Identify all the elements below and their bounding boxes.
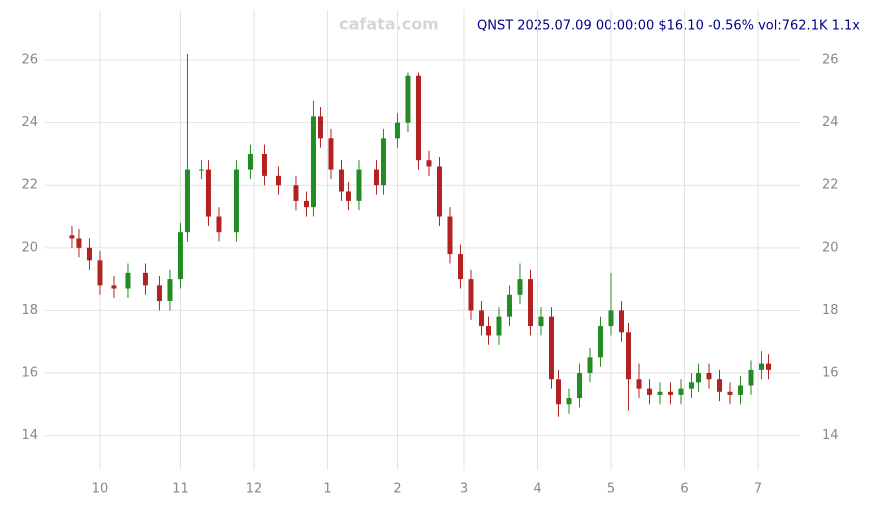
candle-body xyxy=(205,169,211,217)
y-tick-label-right: 24 xyxy=(822,115,839,130)
candle-body xyxy=(156,285,162,302)
candle-body xyxy=(216,216,222,233)
candle-body xyxy=(496,316,502,336)
x-tick-label: 12 xyxy=(246,482,263,497)
candle-body xyxy=(678,388,684,395)
candle-body xyxy=(688,382,694,389)
candle-body xyxy=(636,379,642,389)
y-tick-label-right: 20 xyxy=(822,240,839,255)
x-tick-label: 10 xyxy=(92,482,109,497)
candle-body xyxy=(86,247,92,261)
y-tick-label: 18 xyxy=(21,303,38,318)
candle-body xyxy=(184,169,190,233)
candle-body xyxy=(716,379,722,392)
candle-body xyxy=(555,379,561,405)
candle-body xyxy=(293,185,299,201)
candle-body xyxy=(338,169,344,192)
candle-body xyxy=(233,169,239,233)
candle-body xyxy=(737,385,743,395)
candle-body xyxy=(380,138,386,186)
candle-body xyxy=(310,116,316,208)
y-tick-label: 14 xyxy=(21,428,38,443)
candle-body xyxy=(69,235,75,239)
candle-body xyxy=(303,200,309,208)
x-tick-label: 5 xyxy=(607,482,615,497)
candle-body xyxy=(506,294,512,317)
candle-body xyxy=(167,279,173,302)
candle-body xyxy=(198,169,204,171)
candle-body xyxy=(597,326,603,358)
candle-body xyxy=(608,310,614,327)
candle-body xyxy=(576,372,582,399)
candle-body xyxy=(317,116,323,139)
x-tick-label: 6 xyxy=(680,482,688,497)
watermark: cafata.com xyxy=(339,15,439,34)
candle-body xyxy=(517,279,523,295)
y-tick-label-right: 18 xyxy=(822,303,839,318)
candle-body xyxy=(566,398,572,405)
candle-body xyxy=(727,391,733,395)
y-tick-label: 20 xyxy=(21,240,38,255)
candle-body xyxy=(76,238,82,248)
candle-body xyxy=(426,160,432,167)
candle-body xyxy=(657,391,663,395)
candle-body xyxy=(275,175,281,186)
x-tick-label: 1 xyxy=(323,482,331,497)
x-tick-label: 4 xyxy=(533,482,541,497)
candle-body xyxy=(485,326,491,336)
y-tick-label-right: 22 xyxy=(822,178,839,193)
candle-body xyxy=(436,166,442,217)
chart-title: QNST 2025.07.09 00:00:00 $16.10 -0.56% v… xyxy=(477,19,860,34)
candle-body xyxy=(447,216,453,255)
candle-body xyxy=(261,153,267,176)
candle-body xyxy=(125,272,131,289)
candle-body xyxy=(111,285,117,289)
candle-body xyxy=(618,310,624,333)
candle-body xyxy=(328,138,334,170)
candle-body xyxy=(587,357,593,373)
candle-body xyxy=(356,169,362,201)
candle-body xyxy=(765,363,771,370)
candle-body xyxy=(748,369,754,386)
candle-body xyxy=(373,169,379,186)
candle-body xyxy=(667,391,673,395)
candle-body xyxy=(695,372,701,383)
candle-body xyxy=(97,260,103,286)
y-tick-label: 24 xyxy=(21,115,38,130)
x-tick-label: 3 xyxy=(460,482,468,497)
candle-body xyxy=(527,279,533,327)
candle-body xyxy=(478,310,484,327)
y-tick-label: 16 xyxy=(21,365,38,380)
y-tick-label: 22 xyxy=(21,178,38,193)
candle-body xyxy=(415,75,421,161)
y-tick-label-right: 16 xyxy=(822,365,839,380)
candle-body xyxy=(548,316,554,380)
y-tick-label: 26 xyxy=(21,53,38,68)
candle-body xyxy=(758,363,764,370)
candle-body xyxy=(538,316,544,327)
y-tick-label-right: 14 xyxy=(822,428,839,443)
x-tick-label: 11 xyxy=(172,482,189,497)
candle-body xyxy=(706,372,712,380)
candle-body xyxy=(468,279,474,311)
candle-body xyxy=(247,153,253,170)
candle-body xyxy=(625,332,631,380)
x-tick-label: 7 xyxy=(754,482,762,497)
candle-body xyxy=(457,254,463,280)
candle-body xyxy=(345,191,351,201)
candle-body xyxy=(394,122,400,139)
candle-body xyxy=(177,232,183,280)
y-tick-label-right: 26 xyxy=(822,53,839,68)
candle-body xyxy=(142,272,148,286)
candle-body xyxy=(646,388,652,395)
x-tick-label: 2 xyxy=(393,482,401,497)
candle-body xyxy=(405,75,411,123)
